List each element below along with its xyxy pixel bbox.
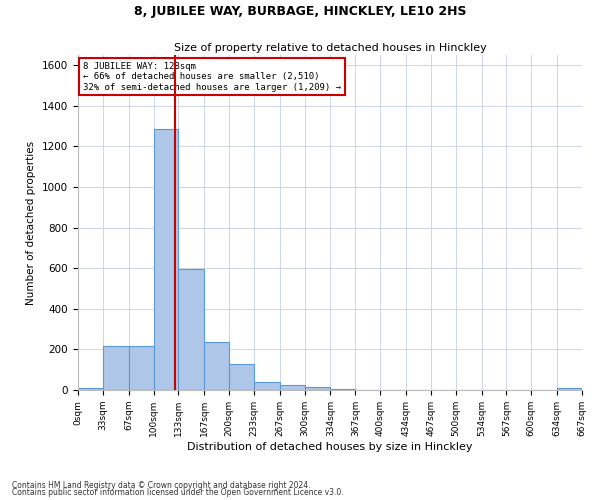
Bar: [204, 342, 229, 390]
Text: Contains public sector information licensed under the Open Government Licence v3: Contains public sector information licen…: [12, 488, 344, 497]
Bar: [254, 382, 280, 390]
Text: Contains HM Land Registry data © Crown copyright and database right 2024.: Contains HM Land Registry data © Crown c…: [12, 480, 311, 490]
Bar: [229, 364, 254, 390]
Bar: [331, 389, 355, 390]
Bar: [78, 388, 103, 390]
Text: 8 JUBILEE WAY: 128sqm
← 66% of detached houses are smaller (2,510)
32% of semi-d: 8 JUBILEE WAY: 128sqm ← 66% of detached …: [83, 62, 341, 92]
Bar: [305, 387, 331, 390]
Title: Size of property relative to detached houses in Hinckley: Size of property relative to detached ho…: [173, 43, 487, 53]
Text: 8, JUBILEE WAY, BURBAGE, HINCKLEY, LE10 2HS: 8, JUBILEE WAY, BURBAGE, HINCKLEY, LE10 …: [134, 5, 466, 18]
Y-axis label: Number of detached properties: Number of detached properties: [26, 140, 37, 304]
Bar: [557, 388, 582, 390]
Bar: [154, 129, 178, 390]
Bar: [178, 269, 204, 390]
X-axis label: Distribution of detached houses by size in Hinckley: Distribution of detached houses by size …: [187, 442, 473, 452]
Bar: [103, 346, 128, 390]
Bar: [128, 346, 154, 390]
Bar: [280, 385, 305, 390]
